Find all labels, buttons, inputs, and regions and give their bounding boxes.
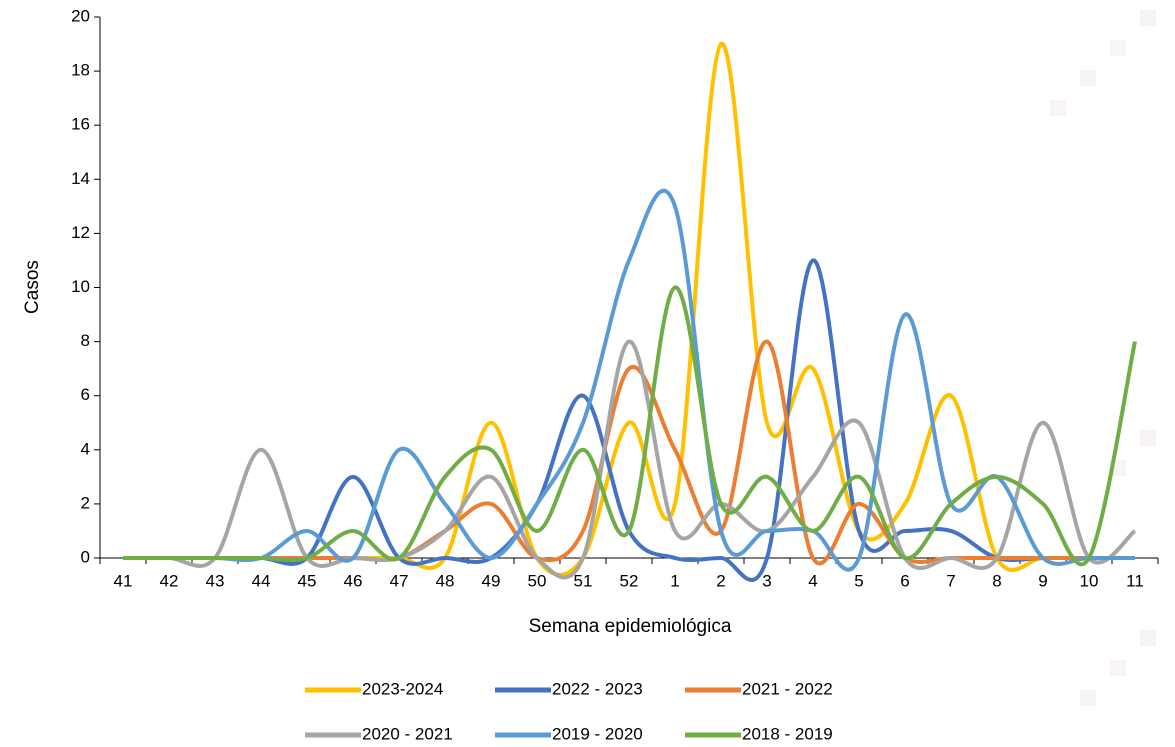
y-tick-label: 20 <box>71 6 90 25</box>
legend-label: 2020 - 2021 <box>362 724 453 743</box>
legend-label: 2018 - 2019 <box>742 724 833 743</box>
x-tick-label: 4 <box>808 571 817 590</box>
series-line <box>123 339 1137 580</box>
y-tick-label: 10 <box>71 277 90 296</box>
y-tick-label: 14 <box>71 169 90 188</box>
x-axis-title: Semana epidemiológica <box>529 616 732 637</box>
x-tick-label: 52 <box>620 571 639 590</box>
x-tick-label: 3 <box>762 571 771 590</box>
x-tick-label: 45 <box>298 571 317 590</box>
x-tick-label: 11 <box>1126 571 1144 590</box>
y-tick-label: 6 <box>81 385 90 404</box>
x-tick-label: 10 <box>1080 571 1099 590</box>
y-axis-title: Casos <box>22 260 43 314</box>
series-line <box>123 258 1135 582</box>
x-tick-label: 47 <box>390 571 409 590</box>
x-tick-label: 44 <box>252 571 271 590</box>
x-tick-label: 9 <box>1038 571 1047 590</box>
x-tick-label: 50 <box>528 571 547 590</box>
y-tick-label: 18 <box>71 61 90 80</box>
background-pattern <box>1050 10 1156 706</box>
x-tick-label: 1 <box>670 571 679 590</box>
series-line <box>123 188 1135 572</box>
x-tick-label: 42 <box>160 571 179 590</box>
legend-label: 2022 - 2023 <box>552 679 643 698</box>
y-tick-label: 16 <box>71 115 90 134</box>
x-tick-label: 2 <box>716 571 725 590</box>
x-tick-label: 41 <box>114 571 133 590</box>
x-tick-label: 43 <box>206 571 225 590</box>
x-tick-label: 6 <box>900 571 909 590</box>
x-tick-label: 5 <box>854 571 863 590</box>
y-tick-label: 0 <box>81 547 90 566</box>
x-tick-label: 8 <box>992 571 1001 590</box>
x-tick-label: 51 <box>574 571 593 590</box>
series-line <box>123 42 1135 577</box>
x-tick-label: 46 <box>344 571 363 590</box>
series-line <box>123 285 1137 567</box>
x-tick-label: 49 <box>482 571 501 590</box>
x-tick-label: 48 <box>436 571 455 590</box>
y-tick-label: 4 <box>81 439 90 458</box>
y-tick-label: 2 <box>81 493 90 512</box>
y-tick-label: 12 <box>71 223 90 242</box>
legend-label: 2021 - 2022 <box>742 679 833 698</box>
legend-label: 2019 - 2020 <box>552 724 643 743</box>
x-tick-label: 7 <box>946 571 955 590</box>
y-tick-label: 8 <box>81 331 90 350</box>
legend-label: 2023-2024 <box>362 679 443 698</box>
